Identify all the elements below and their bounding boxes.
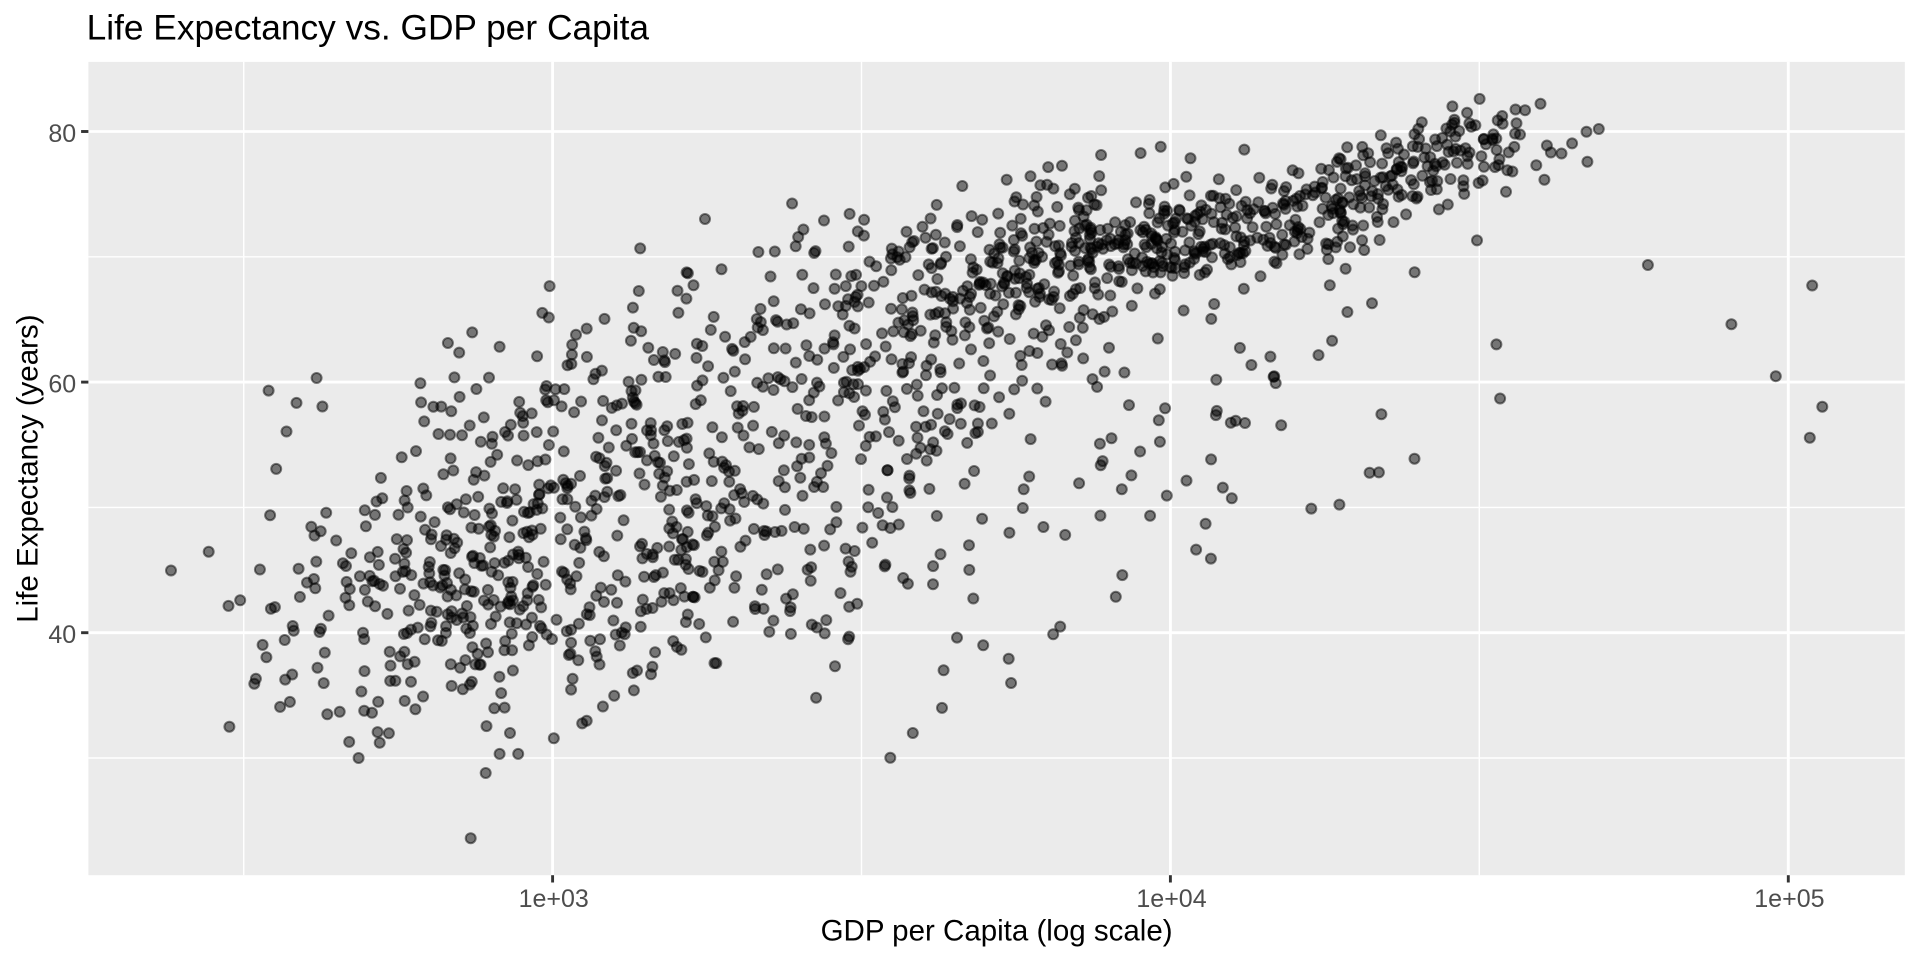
svg-text:GDP per Capita (log scale): GDP per Capita (log scale)	[821, 915, 1173, 948]
svg-text:1e+04: 1e+04	[1136, 885, 1206, 913]
svg-text:Life Expectancy (years): Life Expectancy (years)	[12, 314, 45, 622]
svg-text:60: 60	[48, 370, 76, 398]
svg-text:Life Expectancy vs. GDP per Ca: Life Expectancy vs. GDP per Capita	[87, 9, 650, 48]
svg-text:80: 80	[48, 120, 76, 148]
svg-text:40: 40	[48, 621, 76, 649]
svg-text:1e+03: 1e+03	[519, 885, 589, 913]
svg-text:1e+05: 1e+05	[1754, 885, 1824, 913]
